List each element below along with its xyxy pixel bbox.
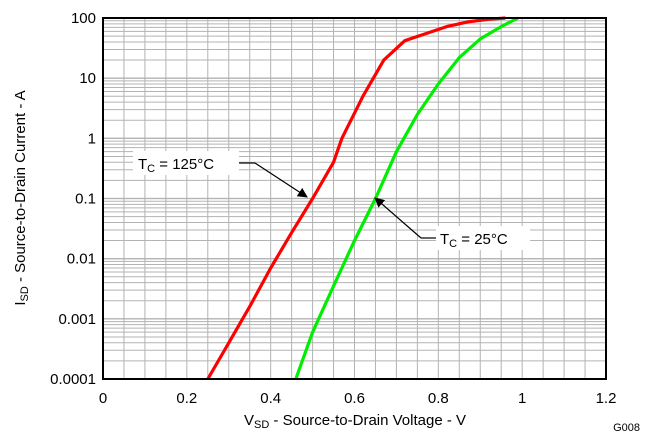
annotation-label: TC = 25°C	[440, 231, 508, 250]
x-tick-labels: 0 0.2 0.4 0.6 0.8 1 1.2	[99, 390, 617, 407]
y-tick-label: 10	[79, 70, 96, 87]
x-axis-title: VSD - Source-to-Drain Voltage - V	[244, 412, 466, 431]
annotation-box	[133, 151, 239, 175]
figure-id: G008	[613, 422, 640, 434]
y-axis-title: ISD - Source-to-Drain Current - A	[12, 90, 31, 305]
x-tick-label: 0	[99, 390, 107, 407]
y-tick-label: 0.001	[58, 311, 96, 328]
annotation-box	[436, 226, 530, 250]
x-tick-label: 1	[518, 390, 526, 407]
x-tick-label: 0.4	[260, 390, 281, 407]
annotation-tc-125: TC = 125°C	[133, 151, 308, 198]
series-line-0	[206, 16, 506, 380]
series-group	[206, 16, 519, 380]
y-tick-labels: 0.0001 0.001 0.01 0.1 1 10 100	[50, 10, 96, 388]
annotation-arrow	[254, 162, 308, 198]
annotation-tc-25: TC = 25°C	[374, 197, 530, 250]
y-tick-label: 0.1	[75, 191, 96, 208]
plot-frame	[102, 17, 607, 380]
annotation-label: TC = 125°C	[138, 156, 214, 175]
y-tick-label: 1	[88, 130, 96, 147]
x-tick-label: 1.2	[596, 390, 617, 407]
annotation-arrow	[374, 197, 422, 239]
y-tick-label: 0.0001	[50, 371, 96, 388]
x-tick-label: 0.8	[428, 390, 449, 407]
y-tick-label: 100	[71, 10, 96, 27]
y-tick-label: 0.01	[67, 251, 96, 268]
x-tick-label: 0.6	[344, 390, 365, 407]
x-tick-label: 0.2	[176, 390, 197, 407]
series-line-1	[294, 16, 519, 380]
